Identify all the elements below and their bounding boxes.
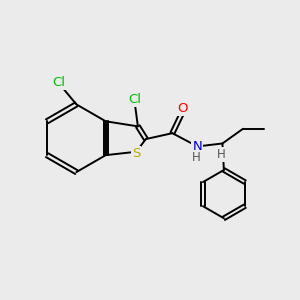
Text: H: H	[191, 151, 200, 164]
Text: Cl: Cl	[128, 93, 141, 106]
Text: O: O	[177, 102, 188, 115]
Text: H: H	[217, 148, 225, 161]
Text: S: S	[132, 147, 140, 160]
Text: N: N	[193, 140, 202, 153]
Text: Cl: Cl	[52, 76, 65, 89]
